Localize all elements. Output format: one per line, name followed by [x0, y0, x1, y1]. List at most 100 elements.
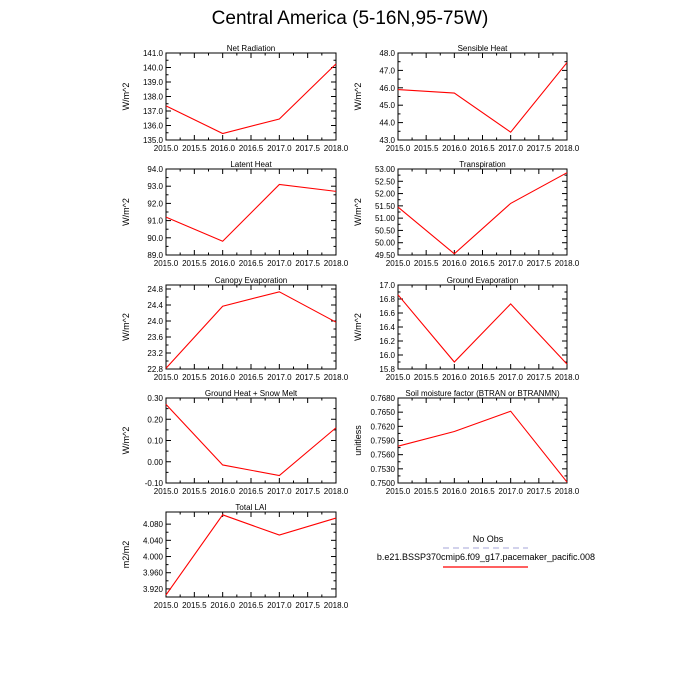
- x-tick-label: 2016.5: [470, 259, 495, 268]
- series-line: [165, 514, 337, 596]
- figure-title: Central America (5-16N,95-75W): [211, 8, 489, 29]
- x-tick-label: 2016.0: [210, 259, 235, 268]
- y-tick-label: 0.7620: [371, 422, 396, 431]
- panel-title: Latent Heat: [230, 160, 272, 169]
- panel-title: Net Radiation: [227, 44, 275, 53]
- y-axis-label: W/m^2: [121, 198, 131, 226]
- y-tick-label: 53.00: [375, 165, 396, 174]
- y-tick-label: 23.2: [147, 349, 163, 358]
- x-tick-label: 2018.0: [324, 144, 349, 153]
- x-tick-label: 2018.0: [324, 601, 349, 610]
- panel-title: Sensible Heat: [458, 44, 509, 53]
- x-tick-label: 2015.0: [386, 144, 411, 153]
- series-line: [397, 294, 568, 365]
- x-tick-label: 2017.5: [527, 259, 552, 268]
- y-axis-label: W/m^2: [121, 313, 131, 341]
- x-tick-label: 2015.0: [386, 373, 411, 382]
- x-tick-label: 2017.0: [267, 373, 292, 382]
- y-tick-label: 50.00: [375, 239, 396, 248]
- y-tick-label: 43.0: [379, 136, 395, 145]
- y-tick-label: 94.0: [147, 165, 163, 174]
- y-tick-label: 45.0: [379, 101, 395, 110]
- x-tick-label: 2017.0: [498, 144, 523, 153]
- x-tick-label: 2015.0: [154, 373, 179, 382]
- x-tick-label: 2016.0: [210, 487, 235, 496]
- panel-title: Total LAI: [235, 503, 266, 512]
- y-tick-label: 0.7560: [371, 451, 396, 460]
- y-tick-label: 0.10: [147, 437, 163, 446]
- y-tick-label: 16.0: [379, 351, 395, 360]
- y-tick-label: 0.7590: [371, 437, 396, 446]
- panel-transpiration: Transpiration W/m^2 2015.0 2015.5 2016.0 2016…: [353, 160, 580, 268]
- x-tick-label: 2016.5: [239, 259, 264, 268]
- y-axis-label: W/m^2: [353, 198, 363, 226]
- x-tick-label: 2016.0: [442, 259, 467, 268]
- series-line: [165, 291, 337, 369]
- x-tick-label: 2017.0: [267, 144, 292, 153]
- x-tick-label: 2016.5: [239, 601, 264, 610]
- y-tick-label: 139.0: [143, 78, 164, 87]
- x-tick-label: 2016.5: [470, 487, 495, 496]
- y-tick-label: 44.0: [379, 119, 395, 128]
- x-tick-label: 2017.5: [295, 601, 320, 610]
- y-tick-label: 89.0: [147, 251, 163, 260]
- y-tick-label: 24.4: [147, 301, 163, 310]
- y-tick-label: 141.0: [143, 49, 164, 58]
- series-line: [165, 63, 337, 135]
- panel-sensible-heat: Sensible Heat W/m^2 2015.0 2015.5 2016.0 2016…: [353, 44, 580, 153]
- x-tick-label: 2016.0: [442, 487, 467, 496]
- x-tick-label: 2018.0: [324, 373, 349, 382]
- x-tick-label: 2016.0: [210, 144, 235, 153]
- x-tick-label: 2018.0: [324, 487, 349, 496]
- y-tick-label: 22.8: [147, 365, 163, 374]
- x-tick-label: 2017.5: [527, 144, 552, 153]
- x-tick-label: 2017.0: [498, 259, 523, 268]
- x-tick-label: 2016.0: [210, 373, 235, 382]
- series-line: [165, 404, 337, 477]
- y-tick-label: 51.00: [375, 214, 396, 223]
- x-tick-label: 2016.0: [442, 144, 467, 153]
- y-tick-label: 4.000: [143, 553, 164, 562]
- x-tick-label: 2015.5: [414, 373, 439, 382]
- y-tick-label: 135.0: [143, 136, 164, 145]
- y-tick-label: 3.920: [143, 585, 164, 594]
- x-tick-label: 2015.5: [414, 259, 439, 268]
- series-line: [165, 183, 337, 242]
- y-tick-label: 91.0: [147, 217, 163, 226]
- y-tick-label: 46.0: [379, 84, 395, 93]
- y-tick-label: 0.7650: [371, 408, 396, 417]
- y-tick-label: 90.0: [147, 234, 163, 243]
- y-tick-label: 0.7680: [371, 394, 396, 403]
- x-tick-label: 2018.0: [555, 373, 580, 382]
- y-tick-label: 0.7500: [371, 479, 396, 488]
- panel-ground-heat-snow-melt: Ground Heat + Snow Melt W/m^2 2015.0 2015.5…: [121, 389, 349, 496]
- panel-soil-moisture-factor-btran-or-btranmn: Soil moisture factor (BTRAN or BTRANMN) u…: [353, 389, 580, 496]
- series-line: [397, 172, 568, 255]
- y-tick-label: 4.040: [143, 536, 164, 545]
- panel-title: Ground Evaporation: [447, 276, 519, 285]
- plot-frame: [397, 284, 568, 370]
- x-tick-label: 2016.0: [442, 373, 467, 382]
- panel-title: Transpiration: [459, 160, 505, 169]
- x-tick-label: 2015.0: [386, 487, 411, 496]
- y-tick-label: 138.0: [143, 93, 164, 102]
- y-tick-label: 23.6: [147, 333, 163, 342]
- x-tick-label: 2017.0: [498, 487, 523, 496]
- x-tick-label: 2016.5: [239, 373, 264, 382]
- y-tick-label: 17.0: [379, 281, 395, 290]
- plot-frame: [397, 397, 568, 484]
- y-tick-label: 0.20: [147, 415, 163, 424]
- y-axis-label: W/m^2: [353, 313, 363, 341]
- x-tick-label: 2015.5: [182, 487, 207, 496]
- x-tick-label: 2017.0: [267, 487, 292, 496]
- x-tick-label: 2016.5: [470, 373, 495, 382]
- plot-frame: [165, 168, 337, 256]
- y-tick-label: 24.8: [147, 285, 163, 294]
- series-line: [397, 410, 568, 483]
- x-tick-label: 2015.5: [182, 373, 207, 382]
- x-tick-label: 2017.5: [295, 259, 320, 268]
- x-tick-label: 2018.0: [555, 487, 580, 496]
- x-tick-label: 2017.5: [295, 144, 320, 153]
